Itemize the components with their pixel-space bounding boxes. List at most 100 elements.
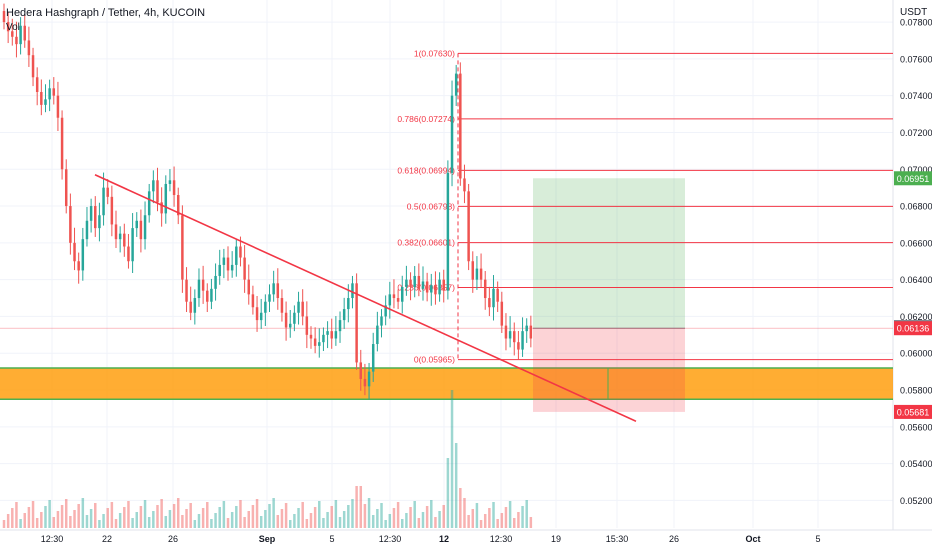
price-tick-label: 0.07600 (900, 54, 932, 64)
candle-body (235, 246, 238, 265)
candle-body (168, 180, 172, 184)
volume-bar (23, 513, 26, 528)
volume-bar (131, 518, 134, 528)
candle-body (147, 191, 151, 216)
candle-body (479, 268, 483, 280)
volume-bar (417, 518, 421, 528)
volume-bar (168, 510, 172, 528)
candle-body (463, 178, 466, 192)
volume-bar (371, 515, 375, 528)
candle-body (114, 224, 118, 240)
candle-body (110, 196, 114, 225)
volume-bar (243, 517, 246, 528)
time-tick-label: 19 (551, 534, 561, 544)
volume-bar (52, 517, 56, 528)
volume-bar (488, 508, 491, 528)
volume-bar (118, 513, 122, 528)
candle-body (475, 268, 479, 280)
price-tick-label: 0.06600 (900, 238, 932, 248)
volume-bar (293, 514, 296, 528)
volume-bar (210, 519, 213, 528)
volume-bar (89, 509, 93, 528)
candle-body (48, 88, 51, 100)
volume-bar (181, 515, 184, 528)
volume-bar (48, 500, 51, 528)
volume-bar (521, 506, 524, 528)
candle-body (500, 301, 504, 326)
volume-bar (347, 505, 350, 528)
volume-bar (405, 513, 408, 528)
price-tick-label: 0.07000 (900, 165, 932, 175)
volume-bar (94, 503, 97, 528)
volume-bar (69, 516, 72, 528)
candle-body (305, 316, 309, 335)
candle-body (508, 331, 512, 339)
volume-bar (156, 505, 159, 528)
volume-bar (326, 512, 329, 528)
volume-bar (81, 498, 85, 528)
time-tick-label: 12:30 (379, 534, 402, 544)
candle-body (409, 279, 412, 287)
time-tick-label: 26 (669, 534, 679, 544)
time-tick-label: Sep (259, 534, 276, 544)
volume-bar (421, 512, 425, 528)
candle-body (413, 275, 416, 287)
volume-bar (15, 502, 18, 528)
candle-body (517, 342, 520, 350)
volume-bar (77, 504, 80, 528)
candle-body (214, 275, 217, 289)
volume-bar (214, 513, 217, 528)
price-badge-label: 0.05681 (897, 407, 930, 417)
candle-body (164, 183, 168, 214)
descending-trendline (94, 174, 637, 423)
candle-body (189, 301, 192, 313)
volume-bar (529, 517, 533, 528)
position-profit-area (533, 178, 685, 329)
volume-bar (193, 520, 197, 528)
volume-bar (160, 499, 163, 528)
volume-bar (355, 486, 358, 528)
volume-bar (409, 507, 412, 528)
candle-body (330, 331, 333, 339)
candle-body (392, 294, 396, 299)
time-tick-label: 15:30 (606, 534, 629, 544)
candle-body (64, 169, 68, 207)
volume-bar (500, 513, 504, 528)
volume-bar (450, 390, 454, 528)
volume-bar (338, 517, 342, 528)
candle-body (347, 298, 350, 310)
volume-bar (268, 504, 271, 528)
candle-body (131, 228, 134, 262)
candle-body (197, 279, 201, 299)
fib-level-label: 0.786(0.07274) (397, 114, 455, 124)
candle-body (127, 246, 130, 262)
candle-body (272, 283, 275, 295)
fib-level-label: 0.382(0.06601) (397, 238, 455, 248)
price-tick-label: 0.06200 (900, 312, 932, 322)
volume-bar (264, 510, 267, 528)
volume-bar (272, 498, 275, 528)
volume-bar (44, 506, 47, 528)
price-tick-label: 0.07400 (900, 91, 932, 101)
volume-bar (226, 518, 230, 528)
price-tick-label: 0.05400 (900, 459, 932, 469)
volume-bar (135, 512, 138, 528)
candle-body (367, 371, 371, 387)
volume-bar (98, 520, 101, 528)
volume-bar (425, 506, 429, 528)
volume-bar (496, 519, 499, 528)
candle-body (513, 331, 516, 343)
candle-body (77, 261, 80, 271)
candle-body (525, 325, 528, 332)
volume-bar (442, 505, 445, 528)
candle-body (239, 246, 242, 258)
candle-body (396, 298, 400, 302)
volume-bar (434, 517, 437, 528)
volume-bar (176, 498, 180, 528)
support-zone (0, 367, 893, 400)
volume-bar (351, 499, 354, 528)
candle-body (251, 294, 255, 308)
volume-bar (64, 499, 68, 528)
fib-level-label: 0(0.05965) (414, 355, 455, 365)
